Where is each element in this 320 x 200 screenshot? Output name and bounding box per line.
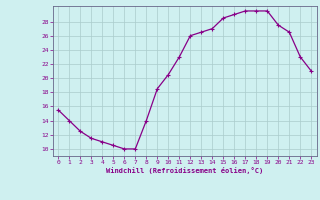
X-axis label: Windchill (Refroidissement éolien,°C): Windchill (Refroidissement éolien,°C) <box>106 167 263 174</box>
